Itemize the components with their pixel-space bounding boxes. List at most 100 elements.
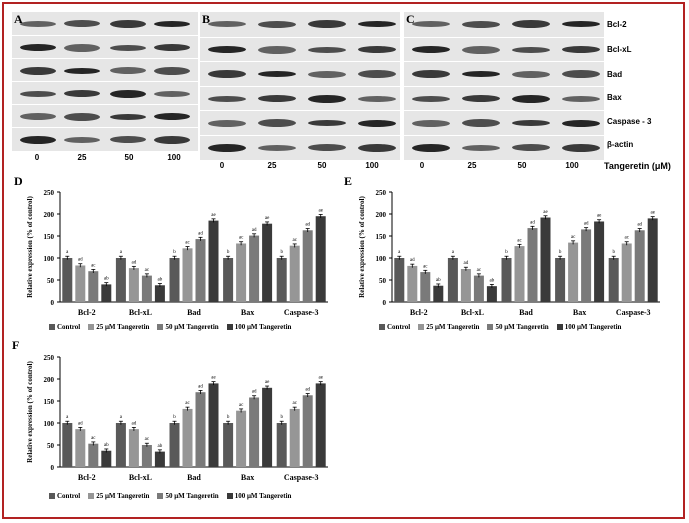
blot-band <box>462 95 500 103</box>
significance-label: a <box>66 250 69 255</box>
y-tick-label: 250 <box>44 354 55 362</box>
bar <box>634 230 645 302</box>
legend-item: 25 μM Tangeretin <box>88 323 149 331</box>
legend-item: 25 μM Tangeretin <box>88 492 149 500</box>
significance-label: ac <box>423 264 428 269</box>
lane-c-0: 0 <box>419 161 425 170</box>
bar <box>154 285 165 302</box>
blot-band <box>154 90 190 97</box>
bar <box>169 423 180 467</box>
blot-row <box>12 104 198 128</box>
lane-a-25: 25 <box>77 153 87 162</box>
bar <box>594 221 605 302</box>
significance-label: ac <box>91 436 96 441</box>
legend-label: 25 μM Tangeretin <box>426 323 480 331</box>
blot-band <box>358 143 396 152</box>
blot-band <box>110 89 146 98</box>
blot-band <box>208 46 246 54</box>
legend-label: Control <box>387 323 411 331</box>
blot-row <box>404 110 604 136</box>
blot-band <box>462 119 500 128</box>
bar <box>115 423 126 467</box>
significance-label: ad <box>252 228 257 233</box>
bar <box>315 216 326 302</box>
bar <box>62 423 73 467</box>
chart-f: 0 50 100 150 200 250 Relative expression (% of… <box>26 354 328 482</box>
category-label: Bcl-xL <box>461 308 484 317</box>
blot-row <box>12 127 198 151</box>
significance-label: b <box>173 250 176 255</box>
blot-band <box>154 135 190 144</box>
bar <box>460 269 471 302</box>
significance-label: a <box>66 415 69 420</box>
significance-label: ae <box>543 210 548 215</box>
legend-swatch <box>556 324 563 331</box>
significance-label: ac <box>239 236 244 241</box>
bar <box>236 410 247 467</box>
bar <box>302 230 313 302</box>
bar <box>62 258 73 302</box>
blot-band <box>110 136 146 143</box>
category-label: Bad <box>519 308 533 317</box>
bar <box>115 258 126 302</box>
blot-band <box>208 119 246 127</box>
panel-letter-e: E <box>344 174 353 188</box>
legend-label: Control <box>57 323 81 331</box>
blot-row <box>200 61 400 87</box>
bar <box>568 242 579 302</box>
significance-label: ad <box>584 222 589 227</box>
significance-label: ac <box>292 401 297 406</box>
bar <box>540 217 551 302</box>
category-label: Bcl-2 <box>78 473 96 482</box>
legend-label: 50 μM Tangeretin <box>495 323 549 331</box>
bar <box>433 285 444 302</box>
blot-row <box>404 134 604 160</box>
legend-item: 25 μM Tangeretin <box>418 323 479 331</box>
legend-label: 50 μM Tangeretin <box>165 492 219 500</box>
significance-label: ac <box>185 241 190 246</box>
blot-band <box>258 95 296 103</box>
blot-band <box>308 70 346 78</box>
legend-f: Control 25 μM Tangeretin 50 μM Tangeretin 1… <box>49 492 299 500</box>
significance-label: b <box>173 415 176 420</box>
y-tick-label: 150 <box>376 233 387 241</box>
bar <box>75 429 86 467</box>
bar <box>262 387 273 467</box>
bar <box>141 275 152 302</box>
significance-label: ac <box>571 235 576 240</box>
blot-band <box>412 70 450 79</box>
bar <box>407 265 418 302</box>
blot-band <box>562 143 600 152</box>
significance-label: ac <box>145 437 150 442</box>
bar <box>169 258 180 302</box>
y-tick-label: 200 <box>376 211 387 219</box>
bar <box>154 451 165 467</box>
blot-band <box>562 119 600 127</box>
significance-label: ae <box>318 208 323 213</box>
significance-label: ab <box>104 277 109 282</box>
bar <box>315 383 326 467</box>
legend-swatch <box>88 493 95 500</box>
blot-band <box>562 95 600 102</box>
legend-label: 25 μM Tangeretin <box>96 492 150 500</box>
bar <box>195 239 206 302</box>
legend-swatch <box>487 324 494 331</box>
legend-swatch <box>49 324 55 331</box>
blot-band <box>512 46 550 53</box>
y-tick-label: 50 <box>47 277 55 285</box>
blot-band <box>110 113 146 120</box>
legend-swatch <box>226 324 233 331</box>
y-tick-label: 0 <box>51 464 55 472</box>
panel-letter-c: C <box>406 12 415 26</box>
lane-a-50: 50 <box>124 153 134 162</box>
blot-band <box>154 44 190 51</box>
blot-band <box>208 95 246 102</box>
category-label: Caspase-3 <box>616 308 651 317</box>
blot-band <box>512 144 550 152</box>
blot-band <box>512 70 550 78</box>
bar <box>486 286 497 302</box>
blot-band <box>358 119 396 127</box>
bar <box>514 246 525 302</box>
significance-label: b <box>227 415 230 420</box>
row-label-bclxl: Bcl-xL <box>607 45 632 54</box>
